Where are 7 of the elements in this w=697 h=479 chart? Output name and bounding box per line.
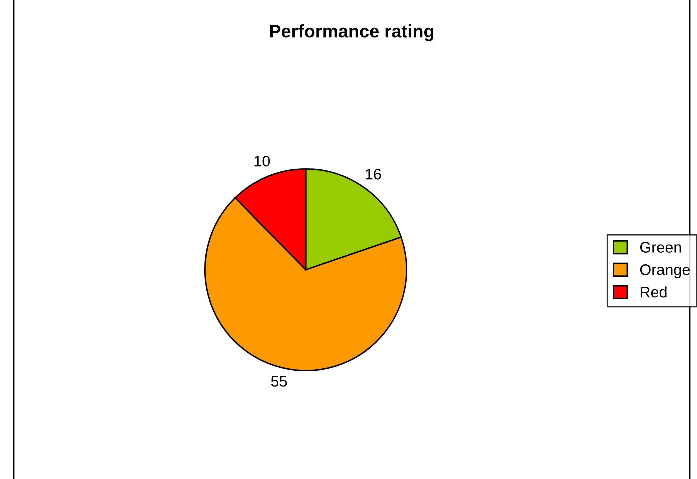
data-label: 16 [366,168,382,180]
legend-label: Orange [640,264,690,278]
data-label: 10 [254,156,270,167]
legend-label: Red [640,286,667,298]
chart-title: Performance rating [270,24,434,42]
legend-label: Green [640,242,682,253]
data-label: 55 [271,376,288,387]
